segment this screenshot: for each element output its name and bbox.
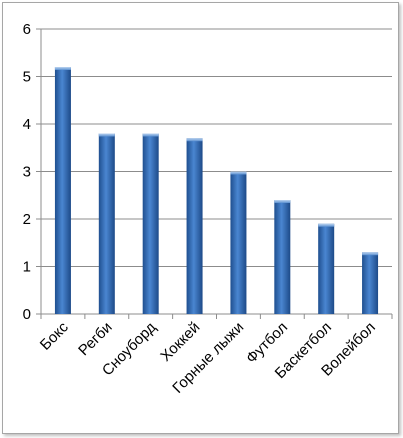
bar-cap bbox=[142, 133, 159, 137]
bar-body bbox=[186, 138, 203, 314]
bar-cap bbox=[362, 252, 379, 256]
gridlines bbox=[41, 28, 392, 267]
bar-body bbox=[98, 133, 115, 314]
bar bbox=[230, 171, 247, 314]
bar-body bbox=[54, 67, 71, 314]
bar bbox=[274, 200, 291, 314]
bar bbox=[142, 133, 159, 314]
bar-cap bbox=[98, 133, 115, 137]
bars bbox=[54, 67, 379, 314]
y-tick-label: 5 bbox=[23, 69, 31, 86]
x-tick-label: Бокс bbox=[37, 318, 72, 353]
y-tick-label: 3 bbox=[23, 164, 31, 181]
bar bbox=[318, 223, 335, 314]
bar-body bbox=[142, 133, 159, 314]
chart-frame: 0 1 2 3 4 5 6 Бокс Регби Сноуборд Хоккей Горные лы… bbox=[2, 2, 399, 434]
y-tick-label: 0 bbox=[23, 306, 31, 323]
bar bbox=[98, 133, 115, 314]
bar-body bbox=[230, 171, 247, 314]
bar-cap bbox=[230, 171, 247, 175]
bar-cap bbox=[274, 200, 291, 203]
y-tick-labels: 0 1 2 3 4 5 6 bbox=[23, 21, 31, 323]
y-tick-label: 2 bbox=[23, 211, 31, 228]
bar-body bbox=[318, 223, 335, 314]
y-tick-label: 6 bbox=[23, 21, 31, 38]
bar-cap bbox=[186, 138, 203, 142]
bar bbox=[54, 67, 71, 314]
bar-body bbox=[274, 200, 291, 314]
bar-body bbox=[362, 252, 379, 314]
y-tick-label: 4 bbox=[23, 116, 31, 133]
y-tick-label: 1 bbox=[23, 259, 31, 276]
axes bbox=[36, 28, 393, 319]
bar bbox=[186, 138, 203, 314]
x-tick-label: Регби bbox=[75, 319, 115, 359]
bar bbox=[362, 252, 379, 314]
bar-cap bbox=[318, 223, 335, 227]
bar-cap bbox=[54, 67, 71, 70]
